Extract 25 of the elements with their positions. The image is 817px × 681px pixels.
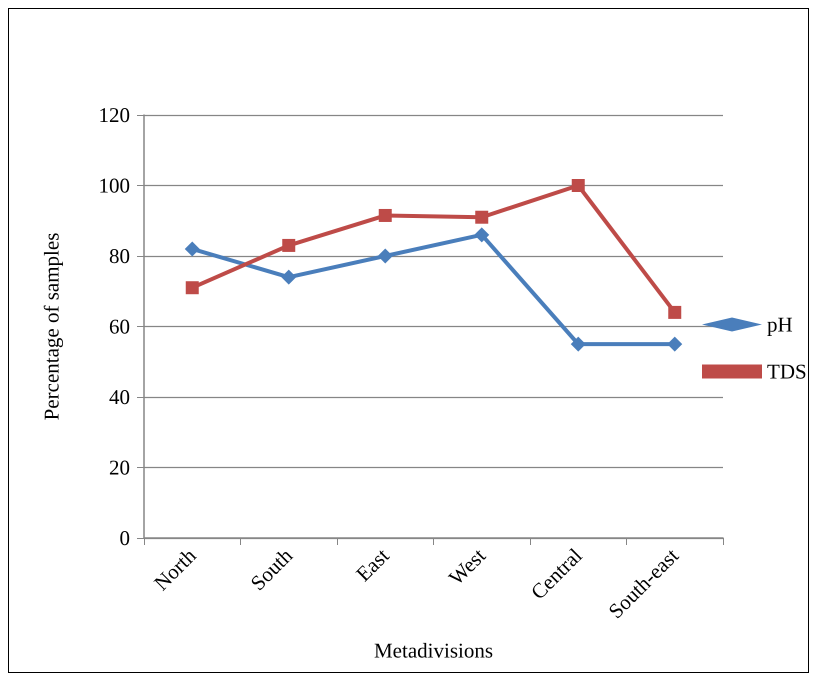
legend-label: TDS xyxy=(767,360,807,384)
y-tick-label: 0 xyxy=(120,526,130,550)
point xyxy=(475,210,488,224)
point xyxy=(378,248,393,264)
legend-label: pH xyxy=(767,312,793,336)
y-tick-label: 100 xyxy=(98,174,130,198)
y-axis-title: Percentage of samples xyxy=(40,232,64,420)
y-tick-label: 80 xyxy=(109,244,130,268)
point xyxy=(186,281,199,294)
x-tick-label: West xyxy=(444,543,490,590)
point xyxy=(668,306,682,319)
point xyxy=(570,336,586,352)
y-tick-label: 40 xyxy=(109,385,130,409)
point xyxy=(474,227,490,242)
point xyxy=(184,241,200,256)
point xyxy=(281,270,296,285)
point xyxy=(572,179,585,192)
point xyxy=(378,208,392,222)
point xyxy=(282,238,296,252)
x-axis-title: Metadivisions xyxy=(374,638,493,662)
y-tick-label: 60 xyxy=(109,314,130,338)
point xyxy=(667,336,682,352)
y-tick-label: 120 xyxy=(98,103,130,127)
y-tick-label: 20 xyxy=(109,456,130,480)
x-tick-label: East xyxy=(351,543,394,586)
